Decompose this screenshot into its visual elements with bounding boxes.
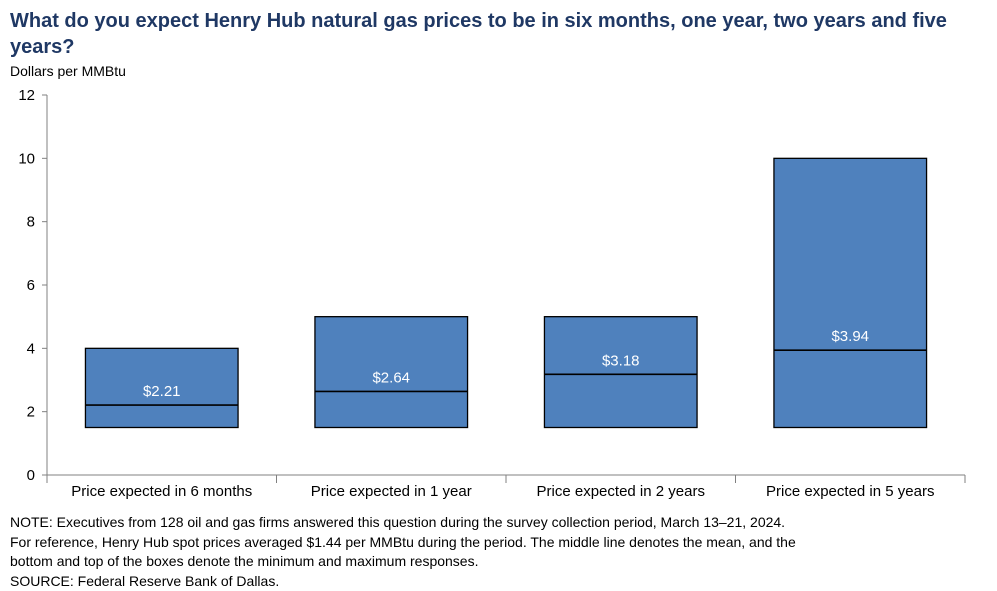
y-tick-label: 8 [27,214,35,231]
price-range-box [774,158,927,427]
note-line: bottom and top of the boxes denote the m… [10,552,990,572]
mean-value-label: $2.21 [143,383,181,400]
source-line: SOURCE: Federal Reserve Bank of Dallas. [10,572,990,591]
note-line: For reference, Henry Hub spot prices ave… [10,533,990,553]
y-tick-label: 6 [27,277,35,294]
x-category-label: Price expected in 5 years [766,483,934,500]
x-category-label: Price expected in 6 months [71,483,252,500]
chart-area: 0 2 4 6 8 10 12 Price expected in 6 months Price… [0,0,997,510]
mean-value-label: $2.64 [372,369,410,386]
y-tick-label: 12 [18,87,35,104]
price-range-box [544,317,697,428]
mean-value-label: $3.94 [831,328,869,345]
y-tick-label: 4 [27,340,35,357]
chart-note: NOTE: Executives from 128 oil and gas fi… [10,513,990,591]
y-tick-label: 0 [27,467,35,484]
x-category-label: Price expected in 1 year [311,483,472,500]
note-line: NOTE: Executives from 128 oil and gas fi… [10,513,990,533]
y-tick-label: 2 [27,404,35,421]
mean-value-label: $3.18 [602,352,640,369]
x-category-label: Price expected in 2 years [537,483,705,500]
y-tick-label: 10 [18,150,35,167]
